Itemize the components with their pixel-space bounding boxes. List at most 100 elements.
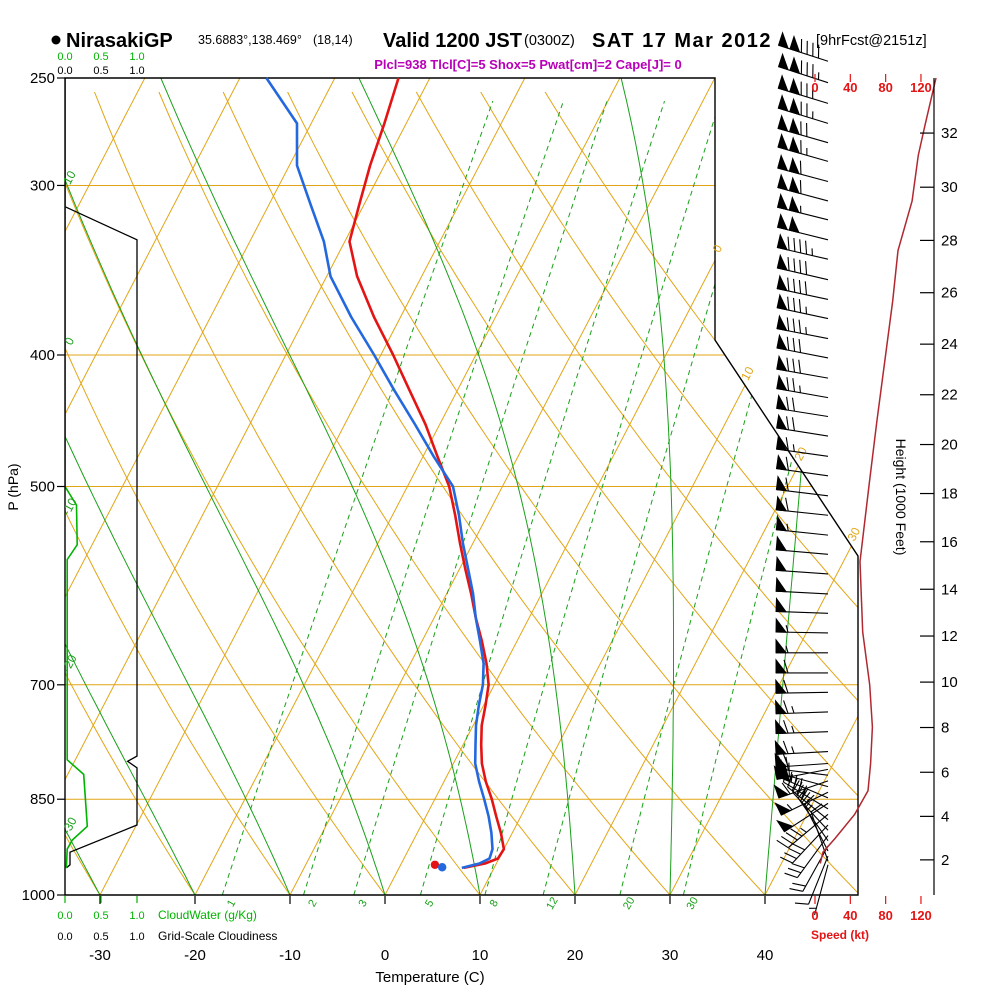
speed-tick-label-bottom: 120 bbox=[910, 908, 932, 923]
height-tick-label: 20 bbox=[941, 437, 958, 454]
moist-adiabat-edge-label: -20 bbox=[59, 652, 80, 674]
cloud-scale-top-green: 1.0 bbox=[129, 51, 144, 63]
wind-barb bbox=[776, 293, 829, 320]
mixing-ratio-label: 8 bbox=[488, 898, 501, 909]
isotherm bbox=[289, 78, 716, 895]
wind-barb bbox=[775, 495, 829, 516]
isotherm bbox=[194, 78, 621, 895]
wind-barb bbox=[787, 774, 829, 821]
wind-barb bbox=[809, 864, 829, 916]
wind-barb bbox=[773, 780, 829, 799]
dewpoint-curve bbox=[265, 77, 494, 870]
wind-barb bbox=[776, 374, 829, 399]
isotherm-edge-label: 30 bbox=[845, 525, 864, 544]
height-tick-label: 12 bbox=[941, 628, 958, 645]
mixing-ratio-label: 30 bbox=[684, 895, 701, 912]
cloudwater-label: CloudWater (g/Kg) bbox=[158, 908, 257, 922]
wind-barb bbox=[775, 475, 829, 497]
station-coords: 35.6883°,138.469° bbox=[198, 33, 302, 47]
dry-adiabat bbox=[222, 91, 766, 895]
isotherm bbox=[65, 78, 431, 895]
cloudiness-label: Grid-Scale Cloudiness bbox=[158, 929, 277, 943]
wind-barb bbox=[775, 617, 829, 634]
pressure-axis-label: P (hPa) bbox=[5, 463, 21, 510]
speed-axis-label: Speed (kt) bbox=[811, 928, 869, 942]
height-tick-label: 10 bbox=[941, 674, 958, 691]
mixing-ratio-label: 1 bbox=[225, 898, 238, 909]
height-tick-label: 4 bbox=[941, 808, 949, 825]
speed-tick-label-top: 0 bbox=[811, 80, 818, 95]
wind-barbs bbox=[773, 31, 829, 916]
wind-barb bbox=[794, 855, 829, 905]
mixing-ratio-line bbox=[221, 100, 494, 895]
wind-barb bbox=[777, 153, 829, 183]
height-tick-label: 24 bbox=[941, 336, 958, 353]
temperature-tick-label: 10 bbox=[472, 947, 489, 964]
speed-tick-label-bottom: 40 bbox=[843, 908, 857, 923]
wind-barb bbox=[776, 354, 829, 379]
pressure-tick-label: 400 bbox=[30, 347, 55, 364]
mixing-ratio-line bbox=[542, 100, 771, 895]
temperature-tick-label: 40 bbox=[757, 947, 774, 964]
height-tick-label: 16 bbox=[941, 534, 958, 551]
wind-barb bbox=[775, 658, 828, 674]
height-tick-label: 18 bbox=[941, 486, 958, 503]
wind-barb bbox=[777, 173, 829, 202]
wind-barb bbox=[777, 52, 829, 84]
temperature-tick-label: -30 bbox=[89, 947, 111, 964]
wind-barb bbox=[775, 638, 828, 654]
wind-barb bbox=[775, 719, 829, 735]
wind-barb bbox=[775, 699, 829, 715]
isotherm-edge-label: 0 bbox=[710, 242, 726, 255]
pressure-tick-label: 850 bbox=[30, 791, 55, 808]
isotherm bbox=[65, 78, 146, 895]
parcel-params: Plcl=938 Tlcl[C]=5 Shox=5 Pwat[cm]=2 Cap… bbox=[374, 57, 681, 72]
wind-barb bbox=[775, 454, 829, 477]
cloud-scale-top-black: 0.0 bbox=[57, 65, 72, 77]
wind-barb bbox=[777, 74, 829, 104]
dry-adiabat bbox=[94, 91, 576, 895]
valid-date: SAT 17 Mar 2012 bbox=[592, 30, 772, 52]
wind-barb bbox=[776, 813, 829, 849]
dry-adiabat bbox=[65, 91, 291, 895]
mixing-ratio-label: 3 bbox=[356, 898, 369, 909]
wind-barb bbox=[789, 845, 829, 892]
wind-barb bbox=[776, 213, 829, 241]
moist-adiabat bbox=[160, 78, 481, 895]
isotherm bbox=[65, 78, 241, 895]
valid-time: Valid 1200 JST bbox=[383, 30, 522, 52]
mixing-ratio-line bbox=[484, 100, 721, 895]
cloud-scale-top-green: 0.0 bbox=[57, 51, 72, 63]
temperature-tick-label: 30 bbox=[662, 947, 679, 964]
cloud-scale-bottom-black: 0.5 bbox=[93, 931, 108, 943]
isotherm-edge-label: 10 bbox=[738, 364, 757, 383]
height-tick-label: 28 bbox=[941, 232, 958, 249]
wind-barb bbox=[777, 133, 829, 162]
valid-zulu: (0300Z) bbox=[524, 33, 575, 49]
isotherm bbox=[65, 78, 336, 895]
moist-adiabat-edge-label: -30 bbox=[59, 815, 80, 837]
dry-adiabat bbox=[351, 91, 858, 895]
cloud-scale-bottom-black: 0.0 bbox=[57, 931, 72, 943]
height-axis-label: Height (1000 Feet) bbox=[893, 439, 909, 556]
wind-barb bbox=[776, 314, 829, 340]
mixing-ratio-line bbox=[682, 100, 858, 895]
height-tick-label: 6 bbox=[941, 764, 949, 781]
height-tick-label: 14 bbox=[941, 581, 958, 598]
cloudiness-profile bbox=[65, 78, 138, 869]
height-tick-label: 8 bbox=[941, 720, 949, 737]
height-tick-label: 2 bbox=[941, 852, 949, 869]
dry-adiabat bbox=[158, 91, 671, 895]
wind-barb bbox=[777, 114, 829, 144]
wind-barb bbox=[810, 803, 829, 862]
cloud-scale-bottom-green: 1.0 bbox=[129, 910, 144, 922]
wind-barb bbox=[776, 393, 829, 418]
temperature-tick-label: 0 bbox=[381, 947, 389, 964]
temperature-tick-label: -10 bbox=[279, 947, 301, 964]
speed-curve bbox=[819, 77, 937, 864]
temperature-axis-label: Temperature (C) bbox=[375, 969, 484, 986]
plot-grid bbox=[65, 78, 858, 895]
wind-barb bbox=[775, 515, 829, 536]
